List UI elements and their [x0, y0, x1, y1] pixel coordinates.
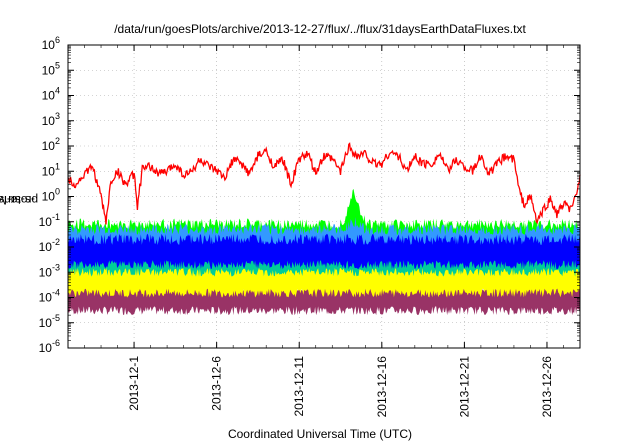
x-tick-label: 2013-12-6 — [210, 356, 224, 411]
x-tick-label: 2013-12-26 — [540, 356, 554, 418]
y-tick-label: 103 — [42, 111, 60, 128]
y-tick-label: 10-4 — [39, 288, 60, 305]
y-tick-label: 100 — [42, 187, 60, 204]
y-axis-label: protons/cm2-s-sr-MeV — [0, 193, 39, 208]
series-band-5 — [68, 233, 580, 270]
y-tick-label: 10-6 — [39, 338, 60, 355]
chart-title: /data/run/goesPlots/archive/2013-12-27/f… — [114, 22, 526, 36]
y-tick-label: 10-1 — [39, 212, 60, 229]
series-line-6 — [67, 142, 581, 225]
y-tick-label: 10-3 — [39, 262, 60, 279]
y-tick-label: 104 — [42, 86, 60, 103]
x-tick-label: 2013-12-21 — [457, 356, 471, 418]
y-tick-label: 102 — [42, 136, 60, 153]
x-tick-label: 2013-12-16 — [375, 356, 389, 418]
y-tick-label: 106 — [42, 35, 60, 52]
x-axis-label: Coordinated Universal Time (UTC) — [227, 427, 413, 441]
x-tick-label: 2013-12-11 — [292, 356, 306, 417]
y-tick-label: 10-2 — [39, 237, 60, 254]
x-tick-label: 2013-12-1 — [127, 356, 141, 411]
y-tick-label: 10-5 — [39, 313, 60, 330]
y-tick-label: 101 — [42, 161, 60, 178]
y-tick-label: 105 — [42, 60, 60, 77]
